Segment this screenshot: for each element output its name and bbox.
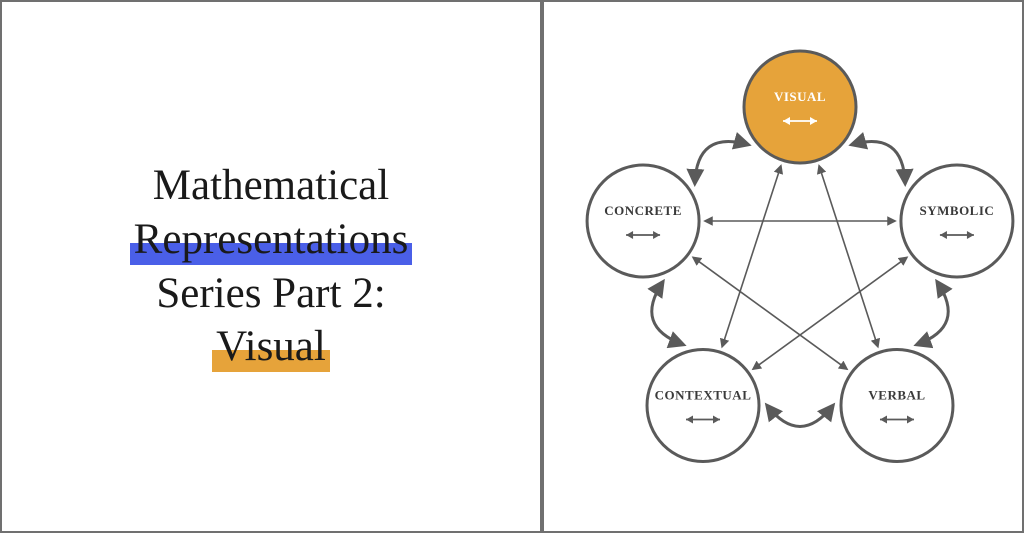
outer-arc (652, 282, 683, 345)
outer-arc (917, 282, 948, 345)
node-label: VERBAL (868, 387, 925, 402)
title-panel: Mathematical Representations Series Part… (0, 0, 542, 533)
node-concrete: CONCRETE (587, 165, 699, 277)
inner-edge (819, 166, 878, 347)
outer-arc (695, 141, 748, 183)
node-visual: VISUAL (744, 51, 856, 163)
node-verbal: VERBAL (841, 349, 953, 461)
inner-edge (722, 166, 781, 347)
diagram-panel: VISUAL SYMBOLIC VERBAL CONTEXTUAL CONCRETE (542, 0, 1024, 533)
title-block: Mathematical Representations Series Part… (134, 159, 409, 374)
node-contextual: CONTEXTUAL (647, 349, 759, 461)
title-line-2: Representations (134, 213, 409, 267)
representations-diagram: VISUAL SYMBOLIC VERBAL CONTEXTUAL CONCRETE (544, 2, 1022, 531)
title-line-1: Mathematical (153, 159, 389, 213)
title-line-4: Visual (216, 320, 326, 374)
node-symbolic: SYMBOLIC (901, 165, 1013, 277)
title-line-3: Series Part 2: (156, 267, 385, 321)
outer-arc (852, 141, 905, 183)
node-label: CONCRETE (604, 203, 682, 218)
node-label: CONTEXTUAL (655, 387, 752, 402)
node-label: VISUAL (774, 89, 826, 104)
outer-arc (767, 405, 833, 426)
node-label: SYMBOLIC (920, 203, 995, 218)
